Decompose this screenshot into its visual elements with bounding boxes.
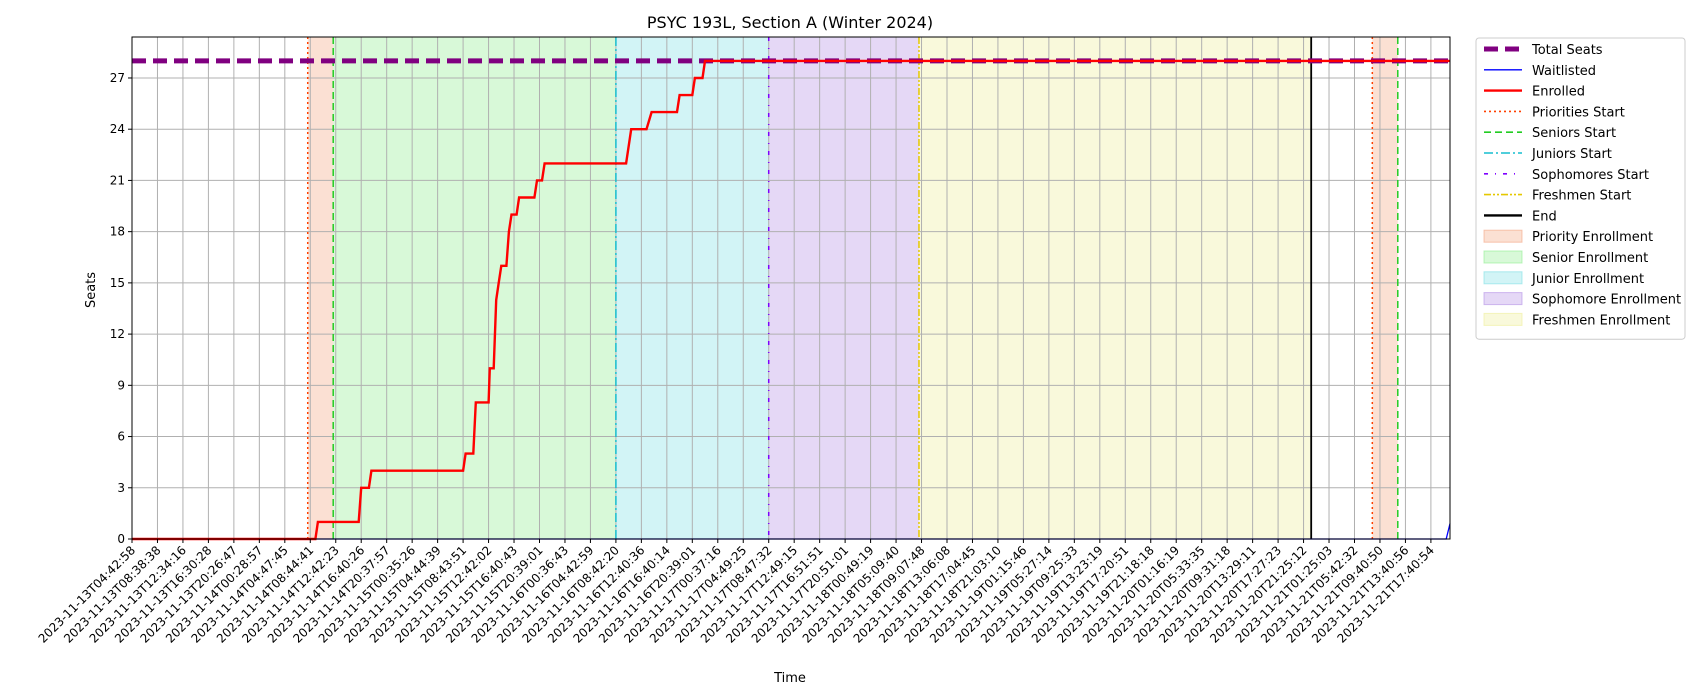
y-axis-ticks: 0 3 6 9 12 15 18 21 24 27 [110, 71, 132, 546]
legend-label: Priority Enrollment [1532, 230, 1653, 245]
legend-item-freshmen-start: Freshmen Start [1484, 189, 1631, 204]
y-tick-label: 9 [117, 378, 125, 392]
legend-label: End [1532, 209, 1557, 224]
legend-item-end: End [1484, 209, 1557, 224]
legend-label: Seniors Start [1532, 126, 1616, 141]
legend-label: Freshmen Start [1532, 189, 1631, 204]
legend-label: Sophomore Enrollment [1532, 293, 1681, 308]
phase-start-lines [306, 37, 1399, 539]
legend-item-seniors-start: Seniors Start [1484, 126, 1616, 141]
region-freshmen-enrollment [918, 37, 1312, 539]
legend-label: Enrolled [1532, 85, 1585, 100]
legend-label: Priorities Start [1532, 105, 1625, 120]
legend-swatch [1483, 250, 1523, 264]
legend-item-priority-enrollment: Priority Enrollment [1483, 229, 1653, 245]
legend-swatch [1483, 292, 1523, 306]
x-axis-ticks: 2023-11-13T04:42:582023-11-13T08:38:3820… [36, 539, 1437, 646]
legend-item-total-seats: Total Seats [1484, 43, 1603, 58]
legend-label: Juniors Start [1531, 147, 1612, 162]
legend-label: Total Seats [1531, 43, 1603, 58]
legend-item-freshmen-enrollment: Freshmen Enrollment [1483, 312, 1670, 328]
y-tick-label: 15 [110, 276, 125, 290]
y-tick-label: 0 [117, 532, 125, 546]
legend-swatch [1483, 271, 1523, 285]
y-tick-label: 6 [117, 430, 125, 444]
legend-item-waitlisted: Waitlisted [1484, 64, 1596, 79]
legend-item-junior-enrollment: Junior Enrollment [1483, 271, 1644, 287]
legend-swatch [1483, 312, 1523, 326]
series-enrolled [132, 59, 1450, 541]
legend-frame [1475, 37, 1686, 340]
legend: Total Seats Waitlisted Enrolled Priorities … [1475, 37, 1686, 340]
legend-item-enrolled: Enrolled [1484, 85, 1585, 100]
legend-swatch [1483, 229, 1523, 243]
legend-item-senior-enrollment: Senior Enrollment [1483, 250, 1648, 266]
y-axis-label: Seats [84, 272, 99, 308]
legend-label: Junior Enrollment [1531, 272, 1644, 287]
y-tick-label: 24 [110, 122, 125, 136]
legend-item-sophomores-start: Sophomores Start [1484, 168, 1649, 183]
region-priority-enrollment [307, 37, 334, 539]
x-axis-label: Time [773, 671, 806, 686]
enrollment-regions [307, 37, 1398, 539]
y-tick-label: 3 [117, 481, 125, 495]
y-tick-label: 12 [110, 327, 125, 341]
region-senior-enrollment [333, 37, 616, 539]
legend-label: Senior Enrollment [1532, 251, 1648, 266]
region-unlabeled-5 [1372, 37, 1398, 539]
legend-label: Waitlisted [1532, 64, 1596, 79]
y-tick-label: 21 [110, 173, 125, 187]
legend-label: Freshmen Enrollment [1532, 313, 1670, 328]
chart-title: PSYC 193L, Section A (Winter 2024) [647, 13, 933, 32]
y-tick-label: 27 [110, 71, 125, 85]
plot-frame [131, 36, 1451, 540]
grid [131, 37, 1450, 540]
y-tick-label: 18 [110, 225, 125, 239]
legend-item-priorities-start: Priorities Start [1484, 105, 1625, 120]
legend-item-juniors-start: Juniors Start [1484, 147, 1612, 162]
legend-label: Sophomores Start [1532, 168, 1649, 183]
legend-item-sophomore-enrollment: Sophomore Enrollment [1483, 292, 1681, 308]
